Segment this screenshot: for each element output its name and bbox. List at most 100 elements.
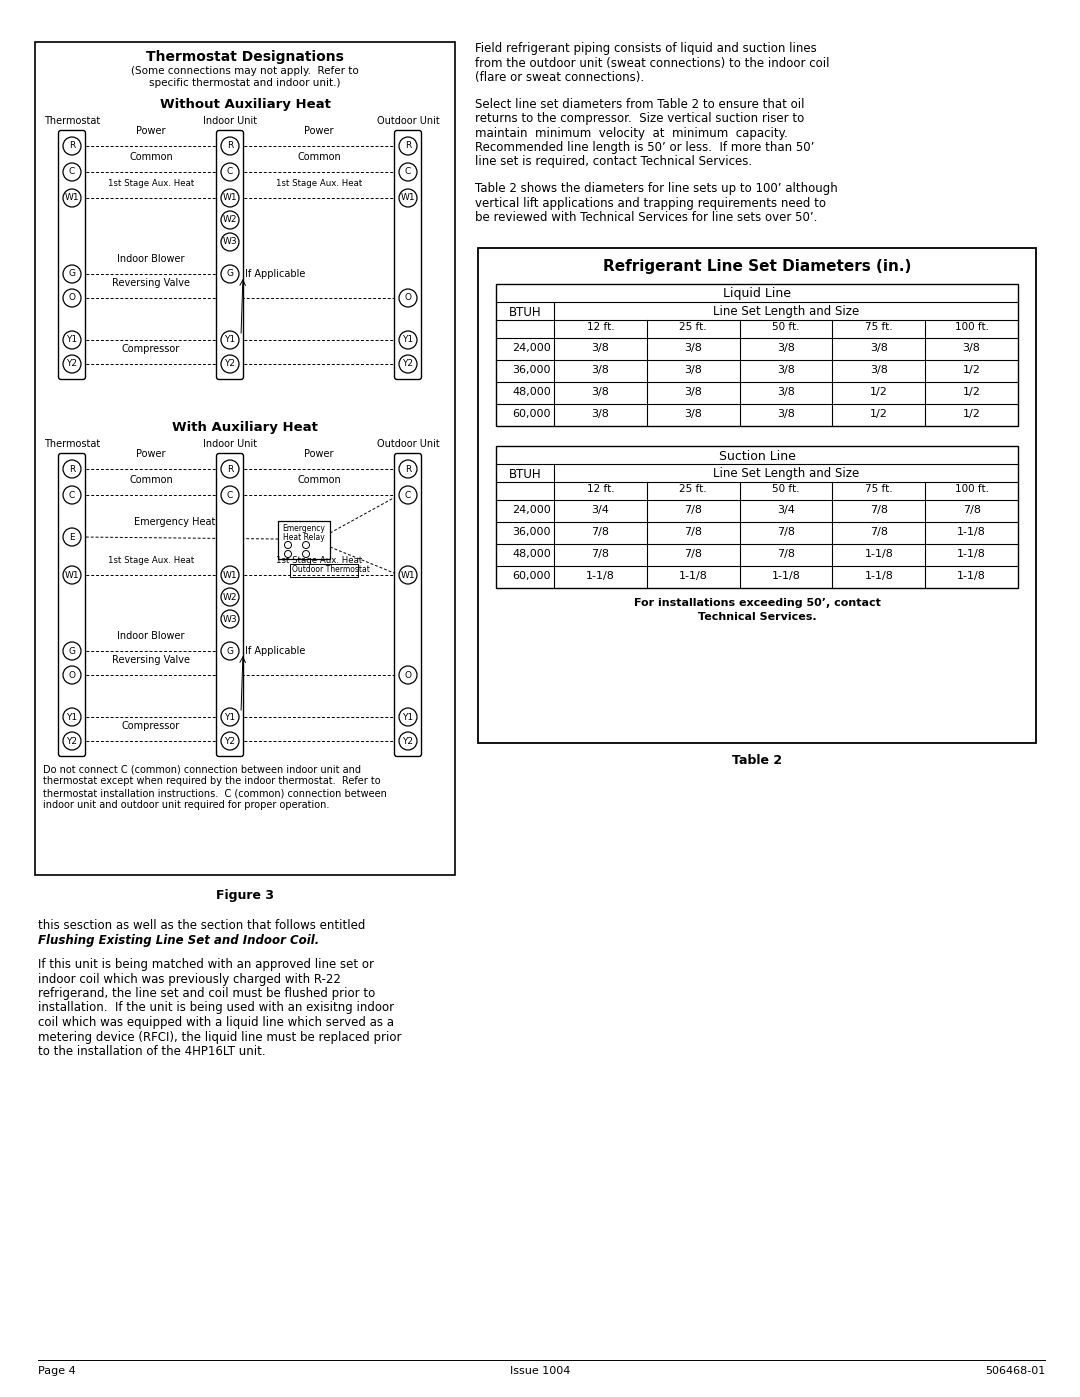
Text: 1-1/8: 1-1/8 [957, 571, 986, 581]
Text: Outdoor Unit: Outdoor Unit [377, 116, 440, 126]
Text: 7/8: 7/8 [777, 549, 795, 560]
Text: indoor coil which was previously charged with R-22: indoor coil which was previously charged… [38, 972, 341, 985]
FancyBboxPatch shape [394, 454, 421, 757]
Text: 3/8: 3/8 [592, 409, 609, 419]
Text: 12 ft.: 12 ft. [586, 485, 615, 495]
Text: C: C [227, 490, 233, 500]
Text: 1st Stage Aux. Heat: 1st Stage Aux. Heat [275, 179, 362, 189]
Text: Power: Power [305, 126, 334, 136]
Text: G: G [227, 647, 233, 655]
Text: W2: W2 [222, 215, 238, 225]
Text: line set is required, contact Technical Services.: line set is required, contact Technical … [475, 155, 752, 169]
Circle shape [399, 289, 417, 307]
Text: 50 ft.: 50 ft. [772, 323, 800, 332]
FancyBboxPatch shape [216, 454, 243, 757]
Text: 1st Stage Aux. Heat: 1st Stage Aux. Heat [108, 556, 194, 564]
Text: Do not connect C (common) connection between indoor unit and: Do not connect C (common) connection bet… [43, 764, 361, 774]
Text: Thermostat: Thermostat [44, 439, 100, 448]
Text: Compressor: Compressor [122, 721, 180, 731]
Text: Power: Power [136, 448, 165, 460]
Text: Power: Power [136, 126, 165, 136]
Text: 1st Stage Aux. Heat: 1st Stage Aux. Heat [275, 556, 362, 564]
Text: returns to the compressor.  Size vertical suction riser to: returns to the compressor. Size vertical… [475, 112, 805, 124]
Text: Reversing Valve: Reversing Valve [112, 278, 190, 288]
Text: R: R [69, 141, 76, 151]
Circle shape [221, 732, 239, 750]
Text: R: R [405, 141, 411, 151]
Circle shape [63, 486, 81, 504]
Text: 3/8: 3/8 [778, 366, 795, 376]
Circle shape [63, 732, 81, 750]
Text: maintain  minimum  velocity  at  minimum  capacity.: maintain minimum velocity at minimum cap… [475, 127, 787, 140]
Text: (flare or sweat connections).: (flare or sweat connections). [475, 71, 644, 84]
Circle shape [63, 460, 81, 478]
Text: Thermostat Designations: Thermostat Designations [146, 50, 343, 64]
Bar [496, 284, 1018, 426]
Text: thermostat installation instructions.  C (common) connection between: thermostat installation instructions. C … [43, 788, 387, 798]
Circle shape [221, 643, 239, 659]
Text: 12 ft.: 12 ft. [586, 323, 615, 332]
Text: Y1: Y1 [67, 335, 78, 345]
Text: C: C [405, 490, 411, 500]
Text: Common: Common [130, 152, 173, 162]
Text: 7/8: 7/8 [685, 506, 702, 515]
Text: Y1: Y1 [403, 712, 414, 721]
FancyBboxPatch shape [58, 454, 85, 757]
Circle shape [63, 289, 81, 307]
Text: 1-1/8: 1-1/8 [957, 528, 986, 538]
Text: Heat Relay: Heat Relay [283, 534, 325, 542]
Circle shape [284, 542, 292, 549]
Text: Without Auxiliary Heat: Without Auxiliary Heat [160, 98, 330, 110]
Circle shape [221, 610, 239, 629]
Text: 100 ft.: 100 ft. [955, 485, 988, 495]
Text: W2: W2 [222, 592, 238, 602]
Text: O: O [405, 671, 411, 679]
Text: 7/8: 7/8 [869, 506, 888, 515]
Text: W1: W1 [222, 194, 238, 203]
Circle shape [221, 137, 239, 155]
Text: Figure 3: Figure 3 [216, 888, 274, 902]
Circle shape [399, 189, 417, 207]
Text: Indoor Unit: Indoor Unit [203, 439, 257, 448]
Text: Field refrigerant piping consists of liquid and suction lines: Field refrigerant piping consists of liq… [475, 42, 816, 54]
Text: 3/8: 3/8 [778, 387, 795, 398]
Circle shape [302, 550, 310, 557]
Text: Technical Services.: Technical Services. [698, 612, 816, 622]
Text: 3/8: 3/8 [685, 409, 702, 419]
Text: BTUH: BTUH [509, 468, 541, 481]
Text: 1/2: 1/2 [962, 409, 981, 419]
Text: R: R [227, 141, 233, 151]
Text: 3/8: 3/8 [685, 344, 702, 353]
Bar [291, 564, 357, 577]
Text: 3/8: 3/8 [869, 344, 888, 353]
Text: W1: W1 [401, 570, 416, 580]
Text: Y1: Y1 [67, 712, 78, 721]
Circle shape [63, 189, 81, 207]
Text: O: O [68, 293, 76, 303]
Text: Select line set diameters from Table 2 to ensure that oil: Select line set diameters from Table 2 t… [475, 98, 805, 110]
Circle shape [399, 163, 417, 182]
Text: C: C [69, 168, 76, 176]
Circle shape [221, 265, 239, 284]
Text: Common: Common [297, 152, 341, 162]
Text: 25 ft.: 25 ft. [679, 485, 707, 495]
Text: Page 4: Page 4 [38, 1366, 76, 1376]
Circle shape [63, 163, 81, 182]
Text: 36,000: 36,000 [513, 528, 551, 538]
FancyBboxPatch shape [216, 130, 243, 380]
Text: 506468-01: 506468-01 [985, 1366, 1045, 1376]
Text: W3: W3 [222, 237, 238, 246]
Text: installation.  If the unit is being used with an exisitng indoor: installation. If the unit is being used … [38, 1002, 394, 1014]
Circle shape [399, 666, 417, 685]
Text: For installations exceeding 50’, contact: For installations exceeding 50’, contact [634, 598, 880, 608]
Circle shape [221, 566, 239, 584]
Text: C: C [227, 168, 233, 176]
Text: 1-1/8: 1-1/8 [586, 571, 615, 581]
Text: Refrigerant Line Set Diameters (in.): Refrigerant Line Set Diameters (in.) [603, 260, 912, 274]
Text: R: R [69, 464, 76, 474]
Circle shape [399, 137, 417, 155]
Text: vertical lift applications and trapping requirements need to: vertical lift applications and trapping … [475, 197, 826, 210]
Text: Y2: Y2 [67, 359, 78, 369]
FancyBboxPatch shape [394, 130, 421, 380]
Circle shape [399, 566, 417, 584]
